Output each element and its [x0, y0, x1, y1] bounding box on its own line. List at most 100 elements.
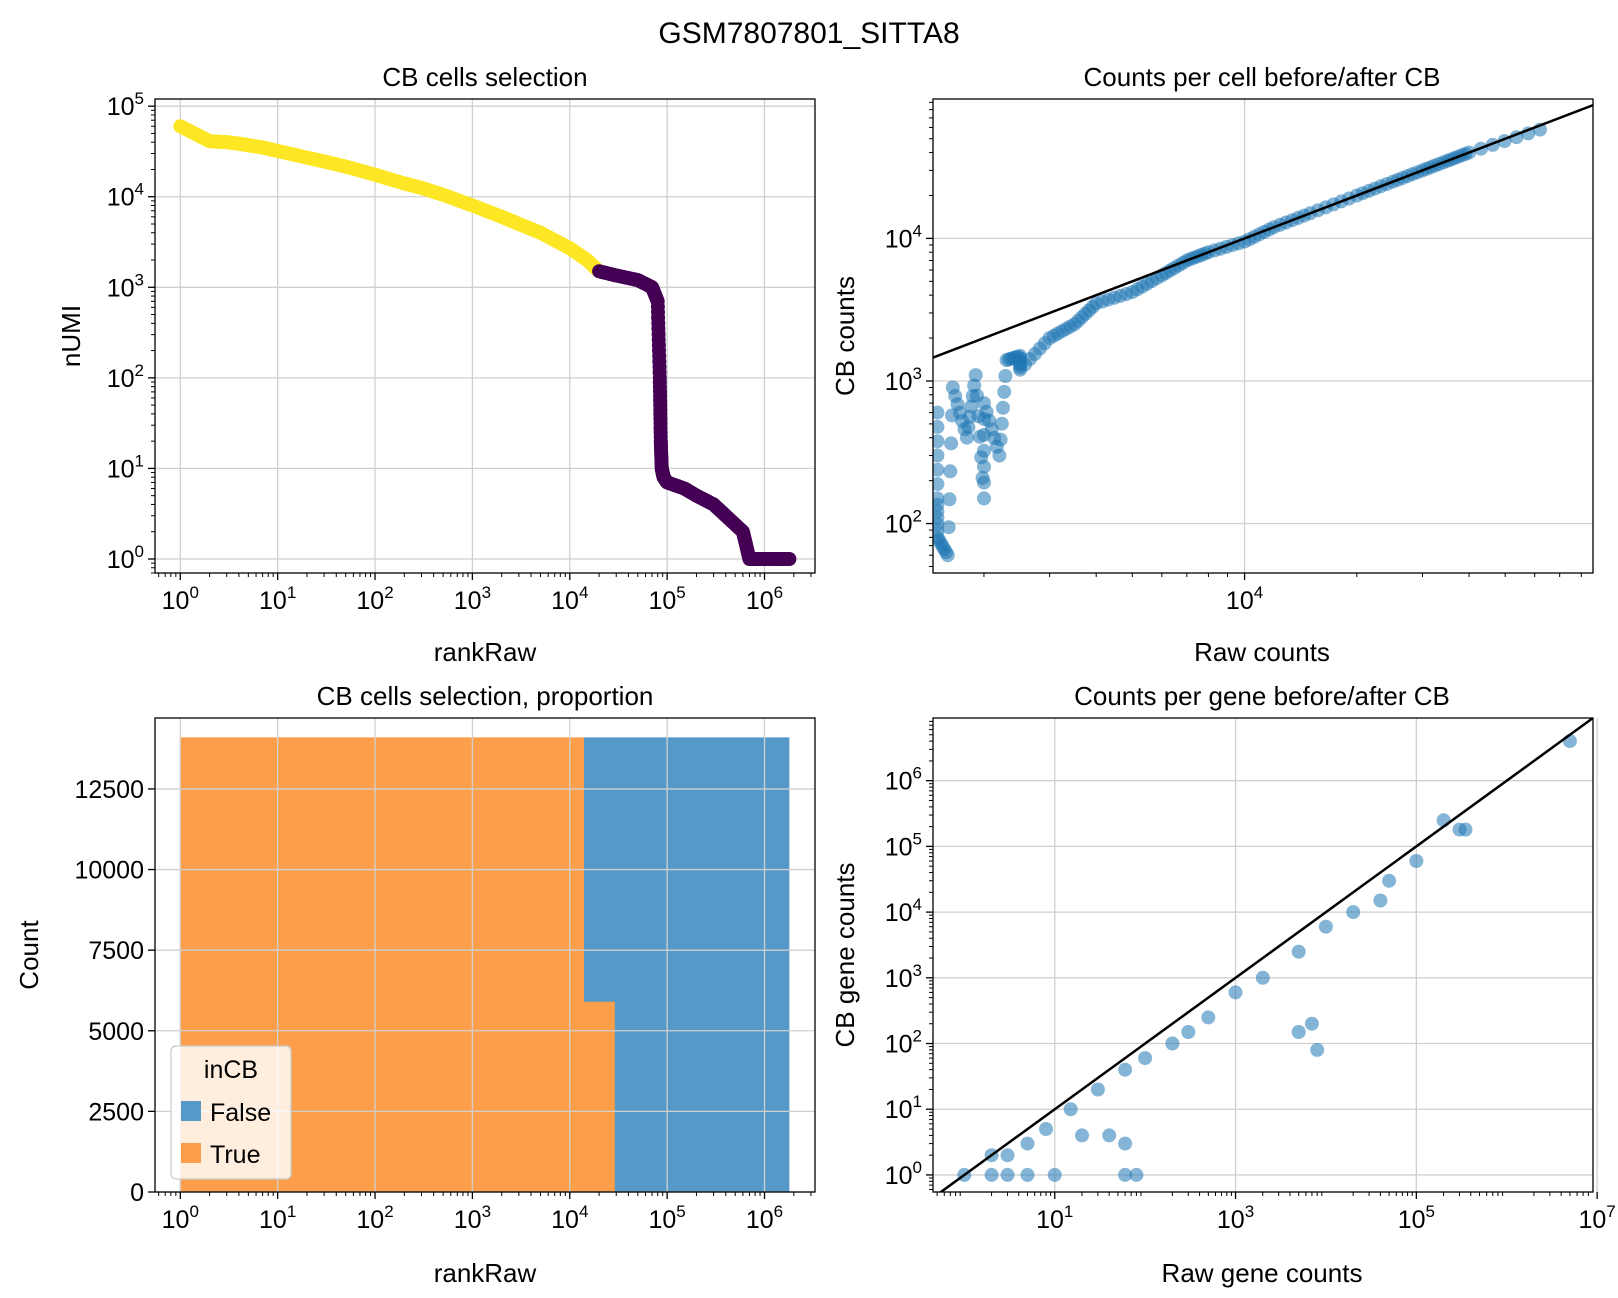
scatter-point [1346, 905, 1361, 920]
scatter-point [1382, 873, 1397, 888]
y-tick-label: 0 [130, 1179, 144, 1207]
plot-area [173, 119, 797, 566]
scatter-point [1310, 1042, 1325, 1057]
x-tick-label: 103 [454, 583, 491, 615]
scatter-point [933, 434, 945, 449]
scatter-point [961, 420, 976, 435]
x-tick-label: 102 [356, 583, 393, 615]
y-tick-label: 12500 [74, 776, 144, 804]
x-tick-label: 106 [746, 583, 783, 615]
scatter-point [993, 432, 1008, 447]
scatter-point [1063, 1102, 1078, 1117]
legend: inCB False True [170, 1045, 292, 1180]
y-axis-label: CB counts [830, 276, 860, 396]
scatter-point [984, 1167, 999, 1182]
scatter-point [933, 477, 945, 492]
legend-title: inCB [204, 1056, 258, 1084]
scatter-point [977, 491, 991, 506]
scatter-point [997, 384, 1012, 399]
y-tick-label: 10000 [74, 857, 144, 885]
axis-ticks: 101 103 105 107 100 101 102 103 104 105 106 [885, 720, 1616, 1234]
scatter-point [1047, 1167, 1062, 1182]
x-axis-label: Raw gene counts [1162, 1258, 1363, 1288]
scatter-point [1318, 919, 1333, 934]
data-marks [173, 119, 797, 566]
y-tick-label: 104 [885, 895, 922, 927]
x-tick-label: 101 [1036, 1202, 1073, 1234]
panel-title: Counts per cell before/after CB [1084, 62, 1441, 92]
scatter-point [1138, 1051, 1153, 1066]
y-tick-label: 105 [885, 829, 922, 861]
x-tick-label: 105 [648, 583, 685, 615]
bar-true [583, 1001, 615, 1192]
x-tick-label: 105 [648, 1202, 685, 1234]
scatter-point [1118, 1136, 1133, 1151]
x-axis-label: Raw counts [1194, 637, 1330, 667]
y-tick-label: 101 [107, 451, 144, 483]
scatter-point [977, 443, 991, 458]
axis-ticks: 100 101 102 103 104 105 106 100 101 102 103 104 105 [107, 89, 812, 615]
scatter-point [940, 548, 955, 563]
legend-label-true: True [210, 1141, 260, 1169]
scatter-point [1039, 1122, 1053, 1136]
panel-counts-per-gene: Counts per gene before/after CB 101 103 10… [830, 681, 1616, 1288]
scatter-point [1020, 1167, 1035, 1182]
x-tick-label: 100 [162, 1202, 199, 1234]
scatter-point [998, 369, 1013, 383]
legend-label-false: False [210, 1099, 271, 1127]
y-tick-label: 5000 [88, 1018, 144, 1046]
scatter-point [1409, 854, 1424, 868]
y-tick-label: 101 [885, 1092, 922, 1124]
grid [155, 99, 815, 573]
scatter-point [1181, 1025, 1196, 1039]
scatter-point [943, 464, 958, 479]
x-tick-label: 105 [1398, 1202, 1435, 1234]
identity-line [933, 103, 1593, 359]
scatter-point [1373, 893, 1388, 908]
scatter-point [944, 436, 959, 451]
scatter-point [992, 448, 1007, 463]
scatter-point [959, 430, 974, 445]
grid [933, 718, 1598, 1192]
scatter-point [1090, 1082, 1105, 1097]
scatter-point [1291, 1025, 1306, 1039]
identity-line [938, 718, 1593, 1192]
scatter-point [1255, 970, 1270, 985]
x-axis-label: rankRaw [434, 637, 537, 667]
axis-ticks: 100 101 102 103 104 105 106 0 2500 5000 7500 10000 1… [74, 776, 812, 1234]
scatter-point [977, 459, 991, 474]
x-tick-label: 101 [259, 583, 296, 615]
x-tick-label: 103 [1217, 1202, 1254, 1234]
scatter-point [933, 448, 945, 463]
scatter-point [1291, 944, 1306, 959]
y-tick-label: 100 [885, 1158, 922, 1190]
legend-swatch-false [181, 1101, 201, 1121]
x-tick-label: 101 [259, 1202, 296, 1234]
x-tick-label: 107 [1578, 1202, 1615, 1234]
x-tick-label: 104 [1226, 583, 1263, 615]
x-tick-label: 104 [551, 1202, 588, 1234]
data-marks [938, 718, 1593, 1192]
legend-swatch-true [181, 1143, 201, 1163]
scatter-point [1000, 1167, 1015, 1182]
x-tick-label: 106 [746, 1202, 783, 1234]
y-tick-label: 103 [885, 364, 922, 396]
scatter-point [996, 400, 1010, 415]
scatter-point [977, 475, 991, 490]
y-tick-label: 102 [885, 1027, 922, 1059]
scatter-point [1118, 1167, 1133, 1182]
x-tick-label: 103 [454, 1202, 491, 1234]
scatter-point [933, 419, 945, 434]
x-tick-label: 104 [551, 583, 588, 615]
x-tick-label: 100 [162, 583, 199, 615]
scatter-point [1129, 1167, 1144, 1182]
x-axis-label: rankRaw [434, 1258, 537, 1288]
scatter-point [933, 405, 945, 420]
panel-title: CB cells selection, proportion [317, 681, 654, 711]
scatter-point [1075, 1128, 1089, 1143]
plot-area [933, 103, 1593, 563]
axis-ticks: 104 102 103 104 [885, 101, 1582, 615]
y-tick-label: 102 [885, 507, 922, 539]
data-marks [933, 103, 1593, 563]
axes-frame [154, 98, 816, 574]
